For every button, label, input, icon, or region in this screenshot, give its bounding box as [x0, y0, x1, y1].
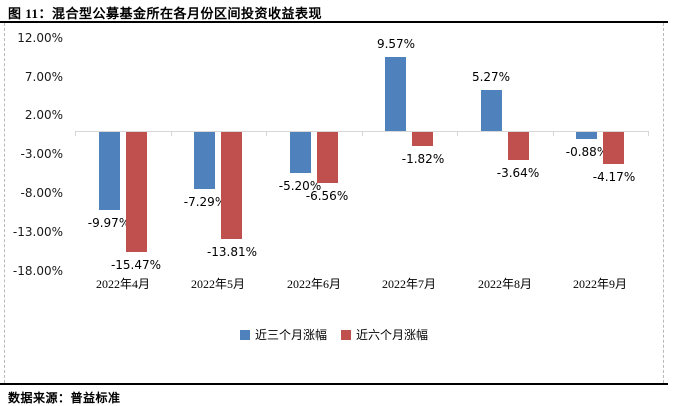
bar-value-label: -7.29%: [183, 194, 227, 209]
x-axis-tick: [171, 131, 172, 136]
y-axis-tick-label: -8.00%: [20, 186, 63, 201]
y-axis-tick-label: -13.00%: [12, 225, 63, 240]
legend-label-3month: 近三个月涨幅: [254, 328, 327, 342]
bar-近三个月涨幅-2022年6月: [290, 132, 311, 173]
bar-value-label: -9.97%: [87, 215, 131, 230]
bar-近六个月涨幅-2022年7月: [412, 132, 433, 147]
x-axis-category-label: 2022年8月: [477, 277, 532, 291]
bar-value-label: 9.57%: [376, 36, 416, 51]
x-axis-tick: [553, 131, 554, 136]
legend-swatch-blue: [239, 329, 250, 340]
bar-value-label: -4.17%: [592, 170, 636, 185]
bar-chart: 近三个月涨幅 近六个月涨幅 12.00% 7.00% 2.00% -3.00% -8.0…: [4, 23, 664, 383]
y-axis-tick-label: 12.00%: [17, 30, 63, 45]
x-axis-category-label: 2022年4月: [95, 277, 150, 291]
data-source: 数据来源：普益标准: [8, 391, 121, 405]
x-axis-tick: [75, 131, 76, 136]
legend-swatch-red: [341, 329, 351, 340]
bar-value-label: -1.82%: [401, 152, 445, 167]
x-axis-line: [75, 131, 648, 132]
bar-value-label: -5.20%: [278, 178, 322, 193]
y-axis-tick-label: -18.00%: [12, 264, 63, 279]
x-axis-category-label: 2022年7月: [381, 277, 436, 291]
legend-label-6month: 近六个月涨幅: [356, 328, 429, 342]
figure-title: 图 11：混合型公募基金所在各月份区间投资收益表现: [8, 6, 323, 21]
bar-value-label: -0.88%: [565, 144, 609, 159]
bar-近三个月涨幅-2022年9月: [576, 132, 597, 139]
bar-近六个月涨幅-2022年5月: [221, 132, 242, 240]
bar-近三个月涨幅-2022年5月: [194, 132, 215, 189]
bar-value-label: -15.47%: [110, 258, 162, 273]
x-axis-category-label: 2022年5月: [190, 277, 245, 291]
bar-近六个月涨幅-2022年9月: [603, 132, 624, 165]
bar-value-label: 5.27%: [471, 70, 511, 84]
legend-item-6month: 近六个月涨幅: [341, 326, 428, 343]
bar-value-label: -13.81%: [206, 245, 258, 260]
title-rule: [0, 21, 668, 23]
source-rule: [0, 383, 668, 385]
bar-近三个月涨幅-2022年7月: [385, 56, 406, 131]
x-axis-tick: [457, 131, 458, 136]
chart-legend: 近三个月涨幅 近六个月涨幅: [5, 326, 663, 343]
x-axis-tick: [266, 131, 267, 136]
x-axis-tick: [362, 131, 363, 136]
bar-近六个月涨幅-2022年8月: [508, 132, 529, 161]
bar-近三个月涨幅-2022年4月: [99, 132, 120, 210]
y-axis-tick-label: 7.00%: [24, 69, 63, 84]
x-axis-category-label: 2022年6月: [286, 277, 341, 291]
bar-近六个月涨幅-2022年4月: [126, 132, 147, 253]
x-axis-tick: [648, 131, 649, 136]
legend-item-3month: 近三个月涨幅: [239, 326, 327, 343]
bar-value-label: -6.56%: [305, 189, 349, 203]
bar-近六个月涨幅-2022年6月: [317, 132, 338, 183]
bar-value-label: -3.64%: [496, 166, 540, 181]
bar-近三个月涨幅-2022年8月: [481, 90, 502, 131]
x-axis-category-label: 2022年9月: [572, 277, 627, 291]
y-axis-tick-label: -3.00%: [20, 147, 63, 162]
y-axis-tick-label: 2.00%: [24, 108, 63, 123]
